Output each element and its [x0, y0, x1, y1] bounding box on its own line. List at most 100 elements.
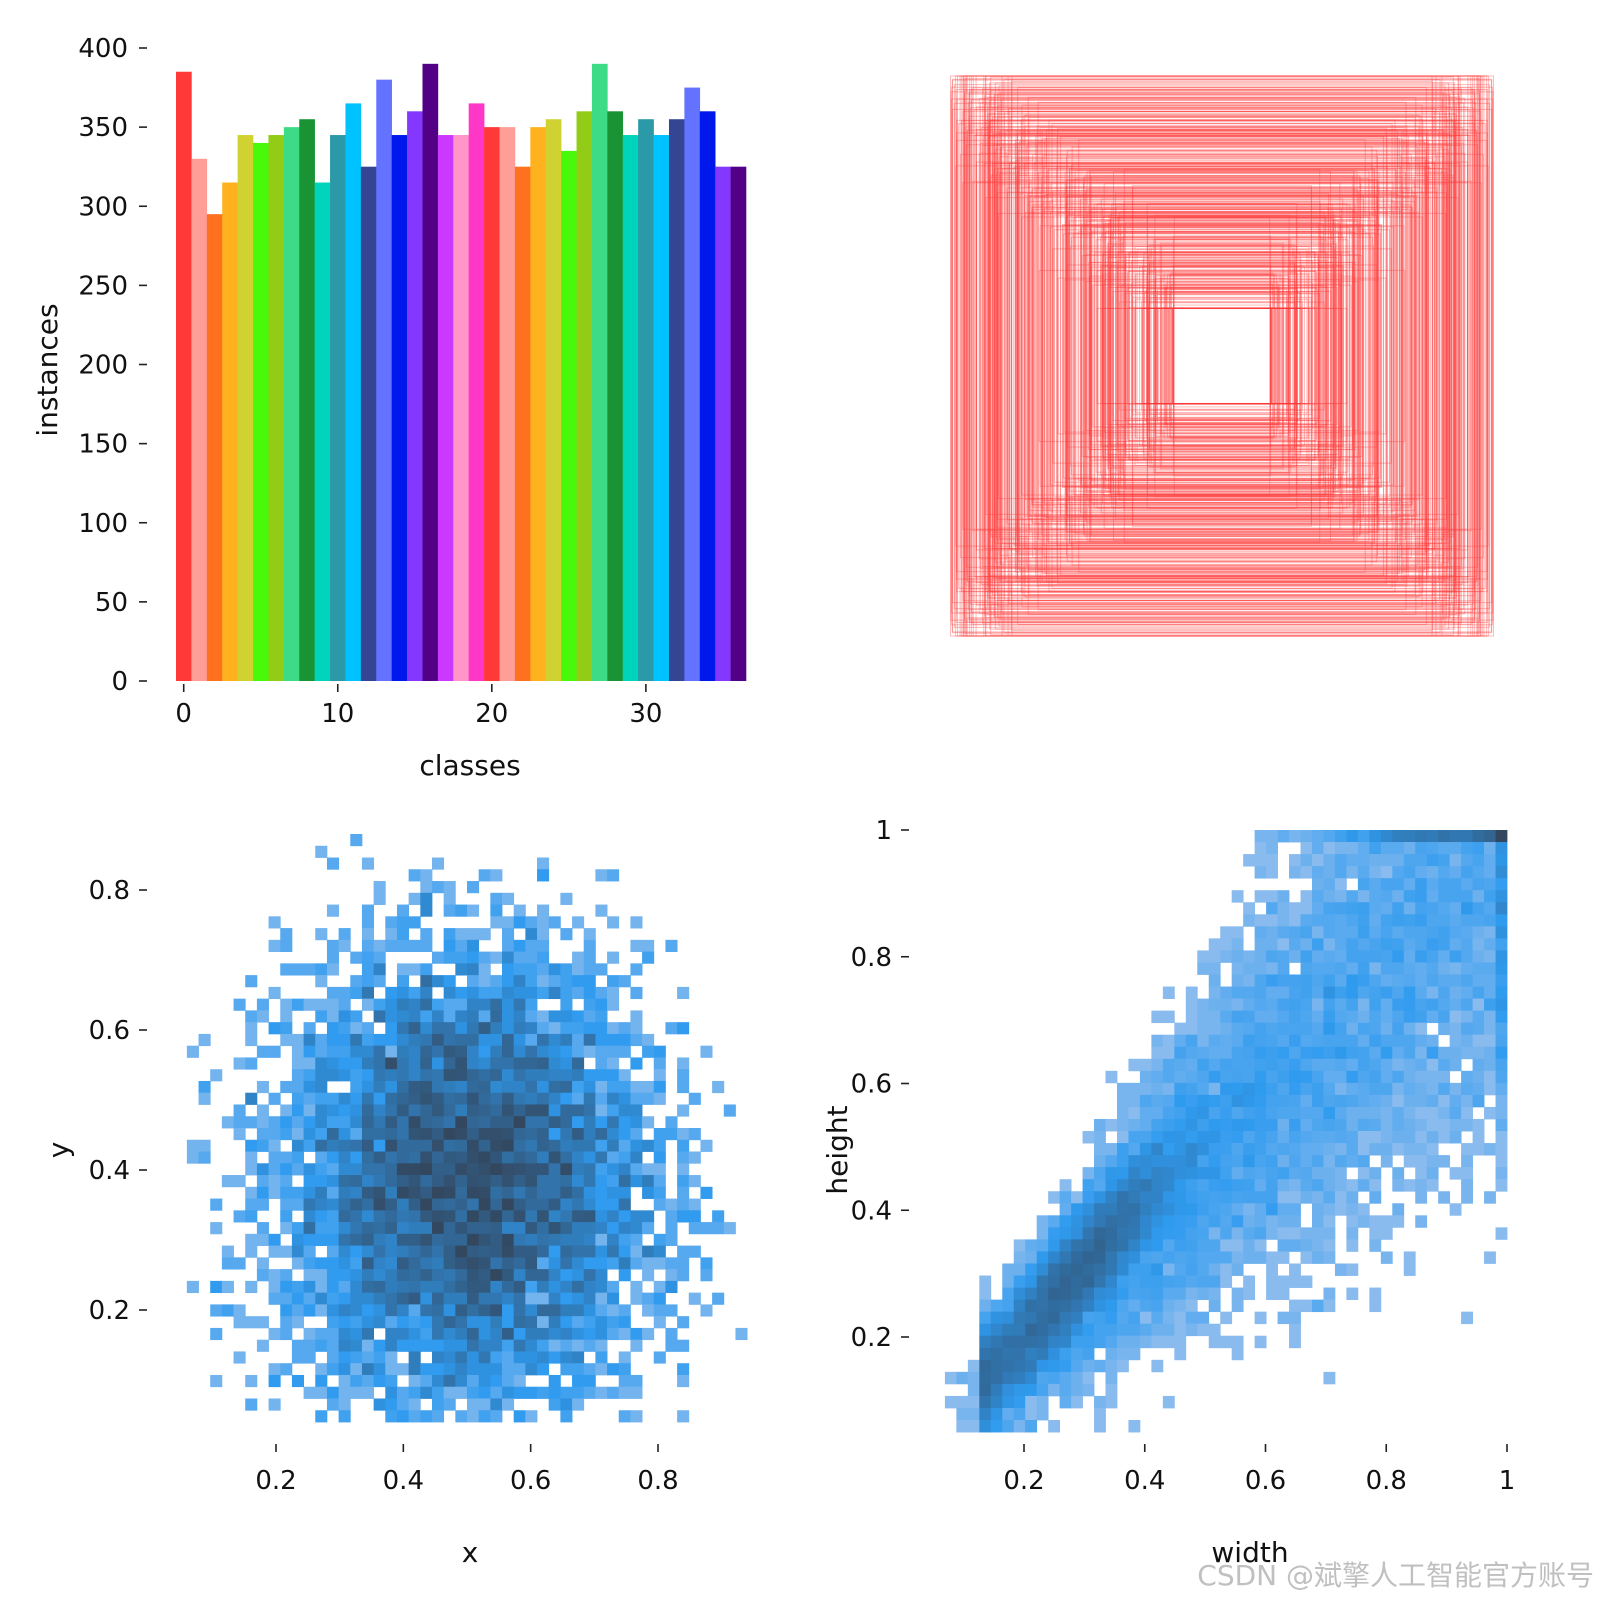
heatmap-cell	[1392, 1094, 1405, 1108]
heatmap-cell	[467, 1128, 480, 1141]
bounding-box	[1110, 217, 1334, 495]
heatmap-cell	[1231, 1179, 1244, 1192]
heatmap-cell	[443, 1198, 456, 1211]
heatmap-cell	[630, 1128, 643, 1141]
heatmap-cell	[1197, 1118, 1210, 1132]
heatmap-cell	[361, 1280, 375, 1294]
bounding-box	[1146, 288, 1298, 424]
heatmap-cell	[1495, 1179, 1508, 1192]
bounding-box	[1017, 86, 1427, 626]
bounding-box	[1047, 168, 1397, 544]
bounding-box	[1160, 277, 1284, 435]
heatmap-cell	[1105, 1323, 1118, 1337]
heatmap-cell	[467, 1151, 480, 1164]
heatmap-cell	[385, 1339, 398, 1352]
heatmap-cell	[1369, 1118, 1382, 1132]
heatmap-cell	[1346, 1263, 1359, 1276]
heatmap-cell	[303, 1186, 316, 1199]
heatmap-cell	[560, 1022, 573, 1035]
y-tick-label: 150	[78, 430, 128, 460]
heatmap-cell	[1277, 1070, 1290, 1084]
heatmap-cell	[1036, 1359, 1049, 1373]
heatmap-cell	[1438, 1046, 1451, 1060]
x-tick-label: 0	[175, 699, 192, 729]
heatmap-cell	[560, 1222, 573, 1235]
x-tick-label: 1	[1499, 1466, 1516, 1496]
heatmap-cell	[1392, 1046, 1405, 1060]
heatmap-cell	[443, 1139, 456, 1152]
heatmap-cell	[1484, 938, 1496, 951]
heatmap-cell	[385, 1374, 398, 1388]
bounding-box	[963, 75, 1481, 637]
heatmap-cell	[1323, 1167, 1336, 1180]
heatmap-cell	[1071, 1191, 1083, 1204]
heatmap-cell	[361, 857, 375, 870]
heatmap-cell	[408, 892, 421, 905]
heatmap-cell	[502, 928, 515, 941]
heatmap-cell	[1357, 1155, 1370, 1168]
bounding-box	[1172, 235, 1272, 477]
heatmap-cell	[1185, 1131, 1198, 1144]
heatmap-cell	[607, 1292, 620, 1305]
bounding-box	[996, 133, 1448, 579]
class-bar	[499, 127, 516, 681]
heatmap-cell	[1174, 1263, 1187, 1276]
heatmap-cell	[1392, 914, 1405, 927]
bounding-box	[1042, 155, 1402, 557]
heatmap-cell	[1495, 1227, 1508, 1240]
heatmap-cell	[396, 1186, 410, 1199]
heatmap-cell	[560, 928, 573, 941]
heatmap-cell	[607, 951, 620, 964]
bounding-box	[1111, 244, 1333, 468]
heatmap-cell	[478, 1280, 491, 1294]
bounding-box	[1019, 141, 1425, 571]
heatmap-cell	[595, 1116, 608, 1129]
heatmap-cell	[291, 963, 304, 976]
heatmap-cell	[490, 1374, 503, 1388]
heatmap-cell	[1472, 842, 1485, 855]
heatmap-cell	[1426, 914, 1439, 927]
heatmap-cell	[1426, 902, 1439, 915]
heatmap-cell	[642, 1080, 655, 1094]
heatmap-cell	[1334, 974, 1347, 987]
x-tick-label: 0.4	[1124, 1466, 1165, 1496]
heatmap-cell	[618, 1104, 631, 1117]
heatmap-cell	[1231, 1155, 1244, 1168]
heatmap-cell	[1266, 1215, 1278, 1228]
heatmap-cell	[979, 1420, 992, 1433]
bounding-box	[1067, 214, 1377, 498]
heatmap-cell	[350, 1222, 363, 1235]
heatmap-cell	[572, 1069, 585, 1082]
heatmap-cell	[1082, 1287, 1095, 1301]
heatmap-cell	[653, 1151, 666, 1164]
bounding-box	[1010, 157, 1434, 555]
heatmap-cell	[478, 1257, 491, 1270]
heatmap-cell	[1380, 1070, 1393, 1084]
heatmap-cell	[1300, 1275, 1313, 1288]
heatmap-cell	[618, 1363, 631, 1376]
heatmap-cell	[396, 928, 410, 941]
heatmap-cell	[1197, 1191, 1210, 1204]
heatmap-cell	[1243, 1131, 1256, 1144]
heatmap-cell	[1013, 1311, 1026, 1325]
bounding-box	[988, 107, 1456, 605]
heatmap-cell	[1208, 1227, 1221, 1240]
heatmap-cell	[303, 1222, 316, 1235]
bounding-box	[992, 143, 1452, 569]
heatmap-cell	[1105, 1143, 1118, 1156]
heatmap-cell	[326, 998, 340, 1011]
heatmap-cell	[1105, 1383, 1118, 1397]
heatmap-cell	[431, 1363, 445, 1376]
heatmap-cell	[607, 1210, 620, 1223]
heatmap-cell	[1449, 974, 1462, 987]
heatmap-cell	[1323, 1287, 1336, 1301]
heatmap-cell	[303, 1057, 316, 1070]
heatmap-cell	[1311, 854, 1324, 867]
heatmap-cell	[1415, 1167, 1428, 1180]
heatmap-cell	[1495, 1034, 1508, 1048]
heatmap-cell	[1289, 1022, 1301, 1036]
heatmap-cell	[490, 986, 503, 1000]
heatmap-cell	[1071, 1311, 1083, 1325]
heatmap-cell	[665, 1233, 678, 1246]
heatmap-cell	[595, 1069, 608, 1082]
